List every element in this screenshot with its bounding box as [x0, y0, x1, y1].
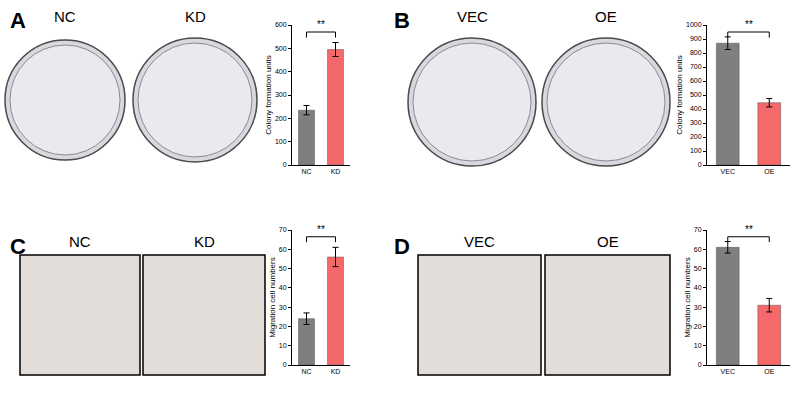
- svg-text:10: 10: [279, 342, 287, 349]
- svg-text:20: 20: [279, 323, 287, 330]
- svg-text:VEC: VEC: [721, 368, 735, 375]
- svg-text:KD: KD: [331, 368, 341, 375]
- svg-text:OE: OE: [764, 368, 774, 375]
- svg-text:0: 0: [698, 161, 702, 168]
- svg-text:NC: NC: [69, 233, 91, 250]
- svg-text:500: 500: [275, 45, 287, 52]
- svg-text:NC: NC: [301, 168, 311, 175]
- svg-text:100: 100: [690, 147, 702, 154]
- svg-text:200: 200: [690, 133, 702, 140]
- svg-text:**: **: [317, 224, 325, 235]
- svg-text:0: 0: [698, 361, 702, 368]
- svg-text:100: 100: [275, 138, 287, 145]
- svg-text:1000: 1000: [686, 21, 702, 28]
- svg-text:70: 70: [279, 226, 287, 233]
- svg-text:Migration cell numbers: Migration cell numbers: [683, 257, 692, 337]
- svg-text:700: 700: [690, 63, 702, 70]
- svg-text:OE: OE: [595, 8, 617, 25]
- svg-text:KD: KD: [194, 233, 215, 250]
- svg-text:VEC: VEC: [457, 8, 488, 25]
- svg-text:30: 30: [279, 304, 287, 311]
- svg-text:60: 60: [694, 246, 702, 253]
- svg-text:20: 20: [694, 323, 702, 330]
- svg-text:0: 0: [283, 161, 287, 168]
- svg-text:300: 300: [275, 91, 287, 98]
- svg-text:**: **: [745, 224, 753, 235]
- svg-text:KD: KD: [185, 8, 206, 25]
- svg-text:800: 800: [690, 49, 702, 56]
- svg-text:C: C: [10, 234, 26, 259]
- svg-text:300: 300: [690, 119, 702, 126]
- svg-text:KD: KD: [331, 168, 341, 175]
- svg-text:OE: OE: [597, 233, 619, 250]
- svg-text:600: 600: [275, 21, 287, 28]
- svg-text:D: D: [394, 234, 410, 259]
- svg-text:60: 60: [279, 246, 287, 253]
- svg-text:VEC: VEC: [721, 168, 735, 175]
- svg-text:500: 500: [690, 91, 702, 98]
- svg-text:Migration cell numbers: Migration cell numbers: [268, 257, 277, 337]
- svg-text:0: 0: [283, 361, 287, 368]
- svg-text:**: **: [317, 19, 325, 30]
- svg-text:NC: NC: [54, 8, 76, 25]
- svg-text:70: 70: [694, 226, 702, 233]
- svg-text:Colony formation units: Colony formation units: [675, 55, 684, 135]
- svg-text:10: 10: [694, 342, 702, 349]
- svg-text:NC: NC: [301, 368, 311, 375]
- svg-text:400: 400: [690, 105, 702, 112]
- svg-text:40: 40: [694, 284, 702, 291]
- svg-text:400: 400: [275, 68, 287, 75]
- svg-text:**: **: [745, 19, 753, 30]
- svg-text:30: 30: [694, 304, 702, 311]
- svg-text:40: 40: [279, 284, 287, 291]
- svg-text:600: 600: [690, 77, 702, 84]
- svg-text:A: A: [10, 8, 26, 33]
- svg-text:OE: OE: [764, 168, 774, 175]
- svg-text:900: 900: [690, 35, 702, 42]
- svg-text:50: 50: [694, 265, 702, 272]
- svg-text:Colony formation units: Colony formation units: [264, 55, 273, 135]
- svg-text:200: 200: [275, 115, 287, 122]
- svg-text:50: 50: [279, 265, 287, 272]
- svg-text:B: B: [394, 8, 410, 33]
- svg-text:VEC: VEC: [464, 233, 495, 250]
